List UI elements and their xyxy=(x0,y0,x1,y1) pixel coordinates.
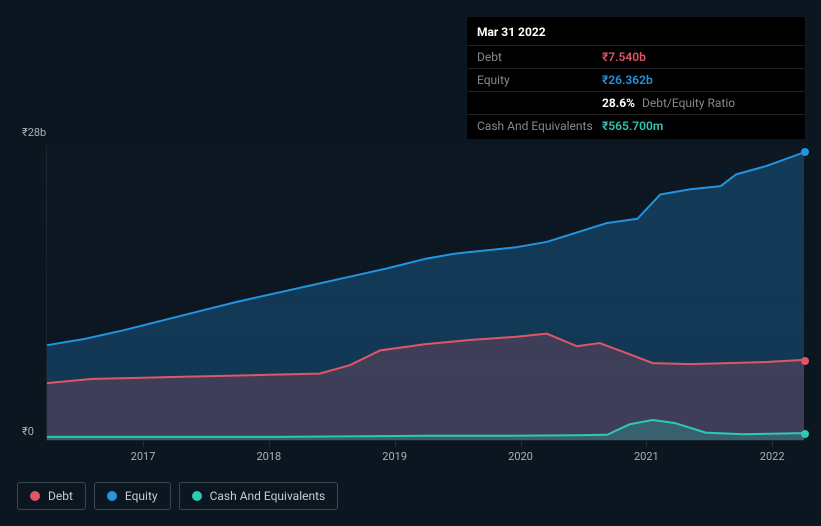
end-dot-equity xyxy=(801,148,809,156)
x-axis-tick xyxy=(521,441,522,447)
legend-swatch-cash xyxy=(192,491,202,501)
legend-label-equity: Equity xyxy=(125,489,158,503)
x-axis-tick xyxy=(395,441,396,447)
tooltip-ratio-percent: 28.6% xyxy=(602,96,635,110)
tooltip-label-equity: Equity xyxy=(477,73,602,87)
x-axis-label: 2021 xyxy=(634,450,659,463)
x-axis-tick xyxy=(646,441,647,447)
chart-legend: Debt Equity Cash And Equivalents xyxy=(17,482,338,510)
legend-item-cash[interactable]: Cash And Equivalents xyxy=(179,482,339,510)
y-axis-max-label: ₹28b xyxy=(22,126,46,139)
tooltip-row-ratio: 28.6% Debt/Equity Ratio xyxy=(467,92,805,115)
tooltip-date: Mar 31 2022 xyxy=(467,19,805,46)
legend-label-debt: Debt xyxy=(48,489,73,503)
y-axis-min-label: ₹0 xyxy=(22,425,34,438)
end-dot-cash xyxy=(801,430,809,438)
tooltip-value-equity: ₹26.362b xyxy=(602,73,653,87)
tooltip-row-equity: Equity ₹26.362b xyxy=(467,69,805,92)
x-axis-tick xyxy=(143,441,144,447)
legend-swatch-debt xyxy=(30,491,40,501)
chart-svg xyxy=(47,145,804,440)
chart-plot-area[interactable] xyxy=(46,145,804,441)
x-axis-label: 2019 xyxy=(382,450,407,463)
legend-label-cash: Cash And Equivalents xyxy=(210,489,326,503)
tooltip-label-debt: Debt xyxy=(477,50,602,64)
tooltip-ratio-text: Debt/Equity Ratio xyxy=(642,96,735,110)
x-axis-tick xyxy=(269,441,270,447)
tooltip-value-cash: ₹565.700m xyxy=(602,119,663,133)
tooltip-value-debt: ₹7.540b xyxy=(602,50,646,64)
tooltip-row-debt: Debt ₹7.540b xyxy=(467,46,805,69)
x-axis-tick xyxy=(772,441,773,447)
legend-item-equity[interactable]: Equity xyxy=(94,482,171,510)
tooltip-label-cash: Cash And Equivalents xyxy=(477,119,602,133)
x-axis-labels: 2017 2018 2019 2020 2021 2022 xyxy=(46,450,804,466)
legend-item-debt[interactable]: Debt xyxy=(17,482,86,510)
x-axis-label: 2020 xyxy=(508,450,533,463)
end-dot-debt xyxy=(801,357,809,365)
tooltip-value-ratio: 28.6% Debt/Equity Ratio xyxy=(602,96,735,110)
x-axis-label: 2022 xyxy=(760,450,785,463)
legend-swatch-equity xyxy=(107,491,117,501)
x-axis-label: 2017 xyxy=(131,450,156,463)
tooltip-label-ratio xyxy=(477,96,602,110)
x-axis-label: 2018 xyxy=(256,450,281,463)
tooltip-row-cash: Cash And Equivalents ₹565.700m xyxy=(467,115,805,137)
chart-tooltip: Mar 31 2022 Debt ₹7.540b Equity ₹26.362b… xyxy=(467,17,805,139)
